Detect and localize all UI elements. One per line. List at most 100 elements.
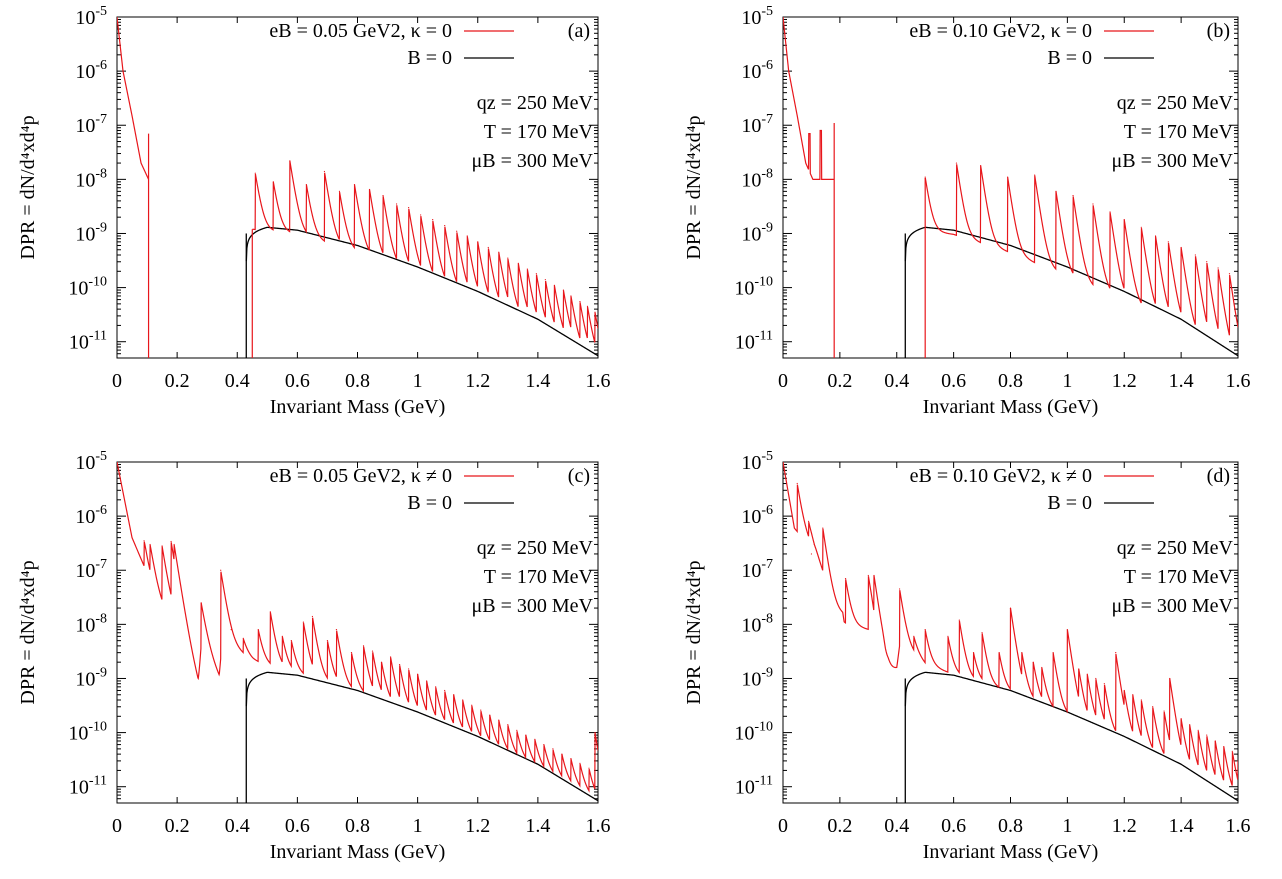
y-tick-label: 10-6 xyxy=(741,503,773,528)
legend-entry-label: B = 0 xyxy=(1047,492,1092,514)
peak-point xyxy=(398,664,401,666)
y-tick-label: 10-7 xyxy=(75,112,107,137)
peak-point xyxy=(289,160,291,162)
y-axis-label: DPR = dN/d⁴xd⁴p xyxy=(17,115,39,259)
peak-point xyxy=(382,195,384,197)
peak-point xyxy=(200,602,202,604)
peak-point xyxy=(1140,699,1142,701)
annotation-text: qz = 250 MeV xyxy=(477,92,594,114)
x-axis-label: Invariant Mass (GeV) xyxy=(270,841,446,863)
annotation-text: T = 170 MeV xyxy=(484,121,594,143)
annotation-text: μB = 300 MeV xyxy=(1112,150,1234,172)
peak-point xyxy=(517,262,519,264)
peak-point xyxy=(353,183,356,186)
peak-point xyxy=(1103,683,1105,685)
peak-point xyxy=(302,621,304,623)
legend-entry-label: eB = 0.10 GeV2, κ = 0 xyxy=(909,20,1092,42)
y-tick-label: 10-10 xyxy=(68,720,107,745)
peak-point xyxy=(305,183,307,186)
x-tick-label: 1.2 xyxy=(1112,815,1137,837)
x-tick-label: 0 xyxy=(778,370,788,392)
peak-point xyxy=(535,273,537,275)
panel-label: (b) xyxy=(1207,20,1230,42)
x-tick-label: 1.2 xyxy=(465,815,490,837)
legend-entry-label: B = 0 xyxy=(1047,47,1092,69)
plot-area xyxy=(117,462,598,803)
x-tick-label: 1 xyxy=(1062,370,1072,392)
x-tick-label: 0.6 xyxy=(941,815,966,837)
y-tick-label: 10-5 xyxy=(75,4,107,29)
peak-point xyxy=(924,176,926,178)
peak-point xyxy=(462,699,464,701)
x-tick-label: 0 xyxy=(778,815,788,837)
peak-point xyxy=(981,632,983,634)
series-line-zero-field xyxy=(904,671,1238,802)
x-tick-label: 1.6 xyxy=(1226,370,1251,392)
peak-point xyxy=(844,578,847,580)
peak-point xyxy=(380,661,383,663)
peak-point xyxy=(335,628,338,631)
y-tick-label: 10-8 xyxy=(75,166,107,191)
peak-point xyxy=(1041,666,1043,669)
x-tick-label: 0.2 xyxy=(827,370,852,392)
plot-frame xyxy=(782,16,1239,359)
peak-point xyxy=(553,284,556,286)
peak-point xyxy=(362,645,365,647)
x-tick-label: 0.8 xyxy=(345,815,370,837)
annotation-text: qz = 250 MeV xyxy=(477,537,594,559)
peak-point xyxy=(561,753,563,755)
series-line-zero-field xyxy=(904,226,1238,357)
x-tick-label: 0.6 xyxy=(941,370,966,392)
annotation-text: qz = 250 MeV xyxy=(1117,537,1234,559)
x-axis-label: Invariant Mass (GeV) xyxy=(923,396,1099,418)
annotation-text: T = 170 MeV xyxy=(1124,566,1234,588)
annotation-text: μB = 300 MeV xyxy=(472,595,594,617)
peak-point xyxy=(898,588,901,590)
peak-point xyxy=(498,251,500,253)
y-tick-label: 10-6 xyxy=(75,58,107,83)
legend-entry-label: B = 0 xyxy=(407,47,452,69)
peak-point xyxy=(149,543,151,546)
series-line-zero-field xyxy=(245,671,598,802)
peak-point xyxy=(810,553,813,555)
peak-point xyxy=(1180,246,1182,249)
peak-point xyxy=(432,219,434,221)
peak-point xyxy=(526,268,528,270)
x-axis-label: Invariant Mass (GeV) xyxy=(270,396,446,418)
y-tick-label: 10-7 xyxy=(741,557,773,582)
series-line-zero-field xyxy=(245,226,598,357)
peak-point xyxy=(588,767,590,769)
peak-point xyxy=(562,289,565,291)
x-tick-label: 0 xyxy=(112,815,122,837)
peak-point xyxy=(807,520,810,522)
peak-point xyxy=(1152,706,1154,708)
y-tick-label: 10-9 xyxy=(741,665,773,690)
peak-point xyxy=(220,569,222,571)
x-tick-label: 0.6 xyxy=(285,815,310,837)
peak-point xyxy=(1140,226,1142,228)
peak-point xyxy=(1115,652,1117,654)
peak-point xyxy=(507,724,509,726)
x-tick-label: 0.4 xyxy=(225,370,250,392)
peak-point xyxy=(1217,267,1219,269)
annotation-text: T = 170 MeV xyxy=(1124,121,1234,143)
peak-point xyxy=(1228,273,1231,275)
peak-point xyxy=(170,540,172,543)
annotation-text: qz = 250 MeV xyxy=(1117,92,1234,114)
x-tick-label: 0.2 xyxy=(827,815,852,837)
series-line-magnetic xyxy=(783,462,1238,786)
peak-point xyxy=(477,241,479,243)
chart-panel-a: 0 0.2 0.4 0.6 0.8 1 1.2 1.4 1.6 10-11 10-10 10-9 10-… xyxy=(17,4,611,418)
peak-point xyxy=(544,279,546,281)
peak-point xyxy=(552,748,554,750)
peak-point xyxy=(254,172,256,174)
x-tick-label: 0.4 xyxy=(884,815,909,837)
x-axis-label: Invariant Mass (GeV) xyxy=(923,841,1099,863)
x-tick-label: 0.6 xyxy=(285,370,310,392)
x-tick-label: 1 xyxy=(413,370,423,392)
peak-point xyxy=(1123,219,1125,221)
peak-point xyxy=(1072,195,1074,197)
y-tick-label: 10-5 xyxy=(741,449,773,474)
panel-label: (a) xyxy=(568,20,590,42)
